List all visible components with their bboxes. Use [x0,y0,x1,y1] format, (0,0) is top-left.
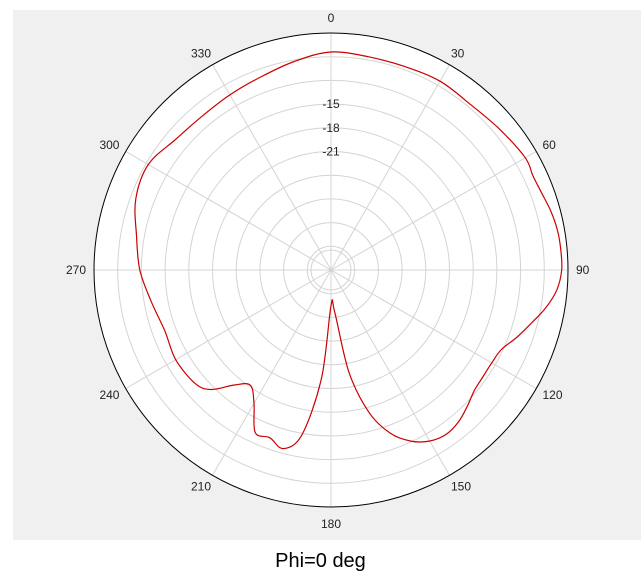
angular-gridline [330,151,537,271]
angular-gridline [212,269,332,476]
angle-tick-label: 270 [66,263,86,277]
radial-tick-label: -15 [322,97,340,111]
angular-gridline [125,151,332,271]
polar-frame [93,32,569,508]
angle-tick-label: 300 [99,138,119,152]
angle-tick-label: 60 [543,138,557,152]
angular-gridline [212,64,332,271]
angle-tick-label: 240 [99,388,119,402]
angle-tick-label: 330 [191,46,211,60]
angular-gridline [125,269,332,389]
angle-tick-label: 0 [328,11,335,25]
radial-tick-label: -21 [322,145,340,159]
angle-tick-label: 180 [321,517,341,531]
radial-tick-label: -18 [322,121,340,135]
angle-tick-label: 150 [451,480,471,494]
angular-gridline [330,64,450,271]
angular-gridline [330,269,537,389]
angle-tick-label: 30 [451,46,465,60]
angle-tick-label: 90 [576,263,590,277]
polar-chart: -15 -18 -21 0 30 60 90 120 150 180 210 240 270 300 330 [66,11,590,531]
angle-tick-label: 120 [543,388,563,402]
chart-caption: Phi=0 deg [275,550,366,572]
series-line [134,51,563,450]
angle-tick-label: 210 [191,480,211,494]
polar-plot-panel: -15 -18 -21 0 30 60 90 120 150 180 210 240 270 300 330 [13,10,641,540]
